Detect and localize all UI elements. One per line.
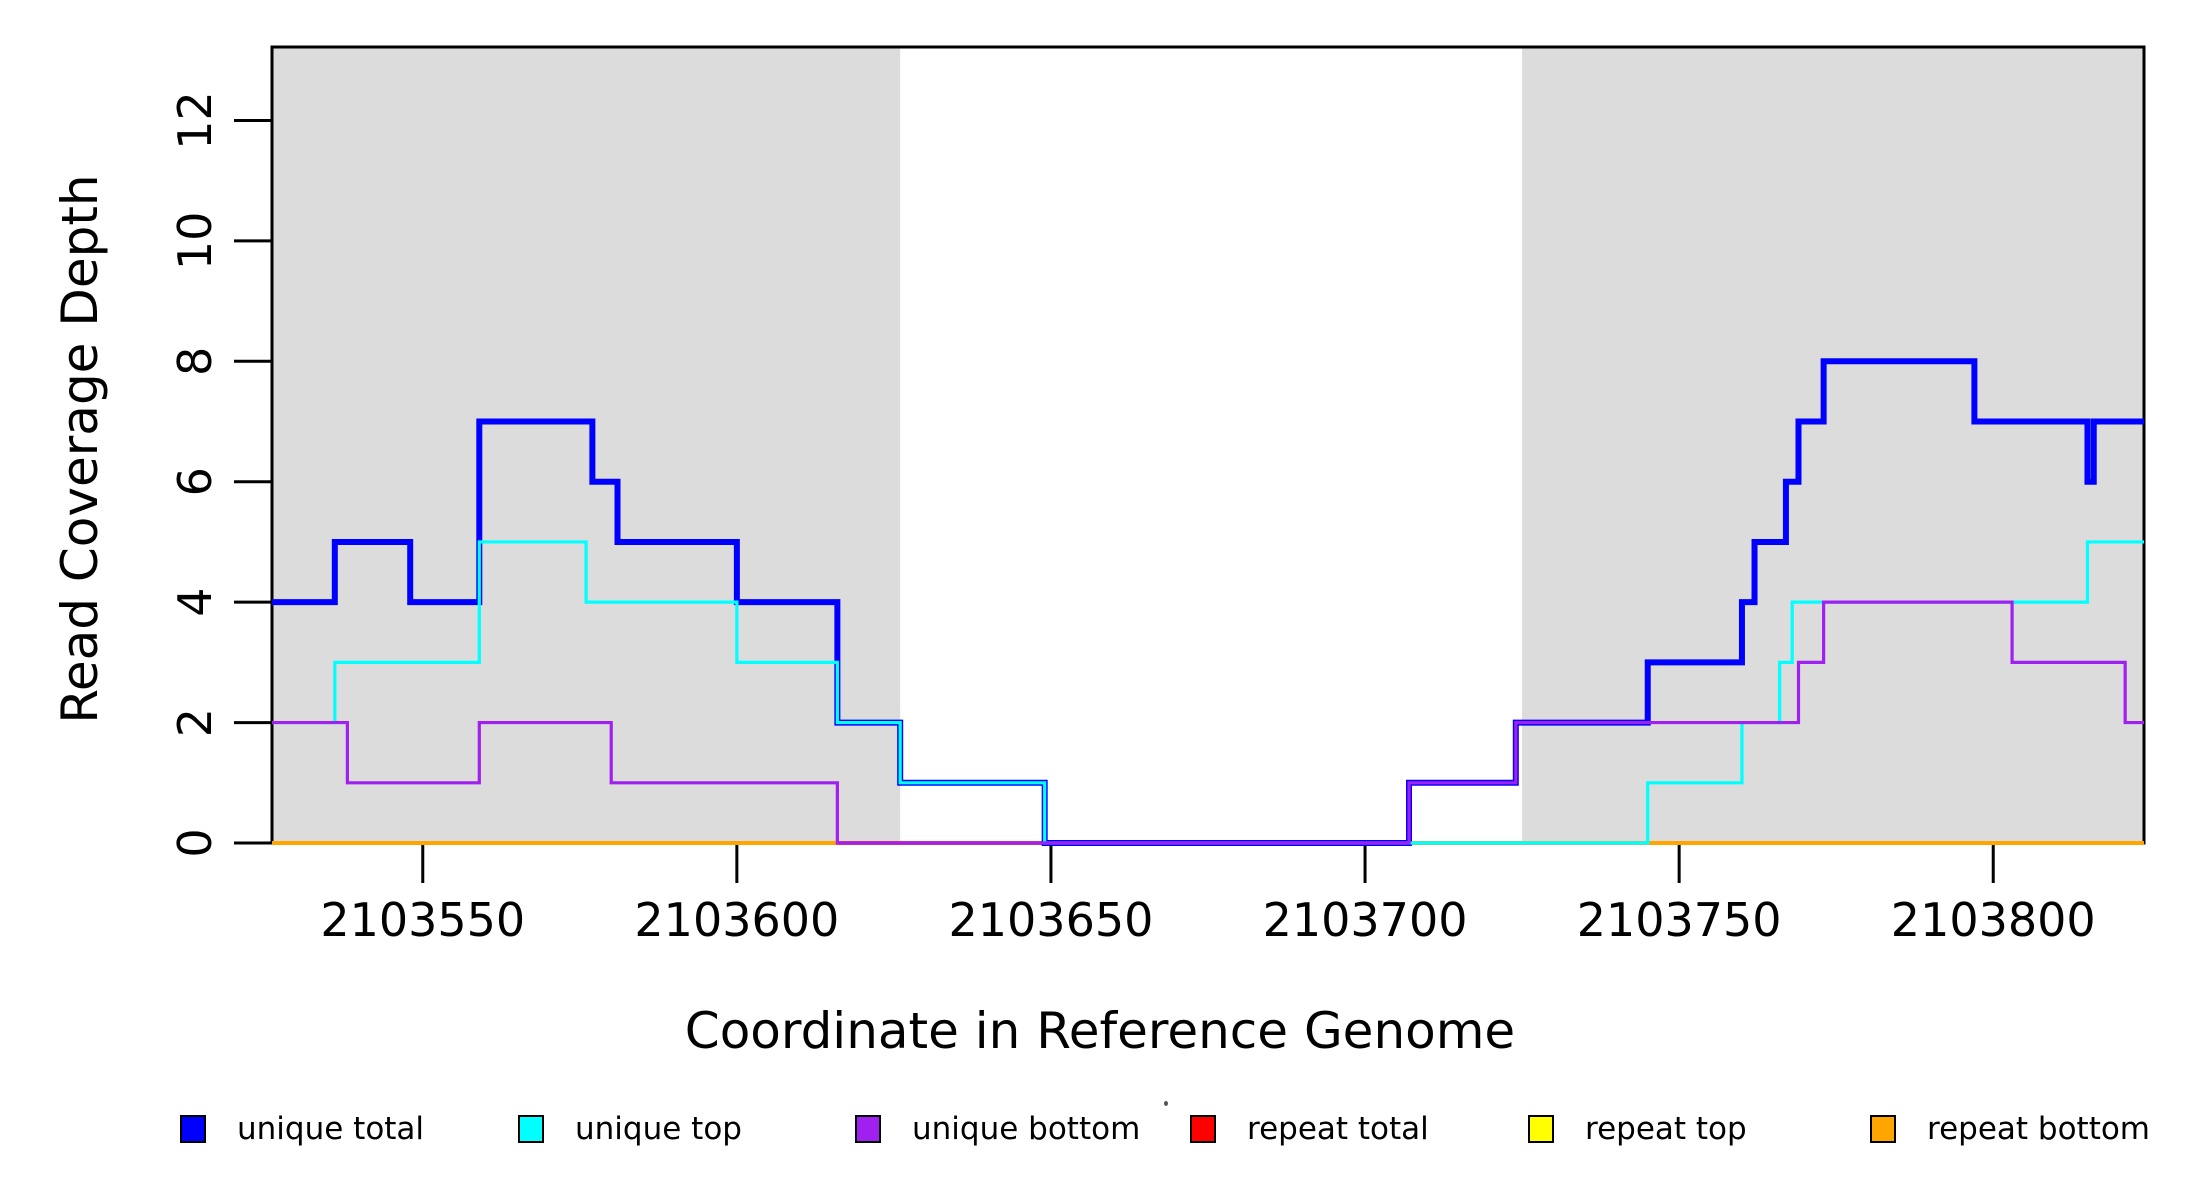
y-tick-label: 10 — [168, 212, 222, 271]
y-tick-label: 6 — [168, 467, 222, 496]
shaded-region — [1522, 47, 2144, 843]
y-tick-label: 8 — [168, 347, 222, 376]
y-tick-label: 2 — [168, 708, 222, 737]
y-tick-label: 0 — [168, 828, 222, 857]
y-axis-title: Read Coverage Depth — [51, 174, 109, 724]
y-tick-label: 12 — [168, 91, 222, 150]
series-line-unique-bottom — [272, 600, 2144, 845]
x-tick-label: 2103700 — [1263, 893, 1468, 947]
x-tick-label: 2103650 — [949, 893, 1154, 947]
y-tick-label: 4 — [168, 588, 222, 617]
series-line-unique-top — [272, 540, 2144, 845]
stray-dot-artifact — [1164, 1101, 1168, 1106]
x-tick-label: 2103600 — [634, 893, 839, 947]
x-axis-title: Coordinate in Reference Genome — [684, 1002, 1516, 1060]
x-tick-label: 2103550 — [320, 893, 525, 947]
x-tick-label: 2103800 — [1891, 893, 2096, 947]
x-tick-label: 2103750 — [1577, 893, 1782, 947]
shaded-region — [272, 47, 901, 843]
